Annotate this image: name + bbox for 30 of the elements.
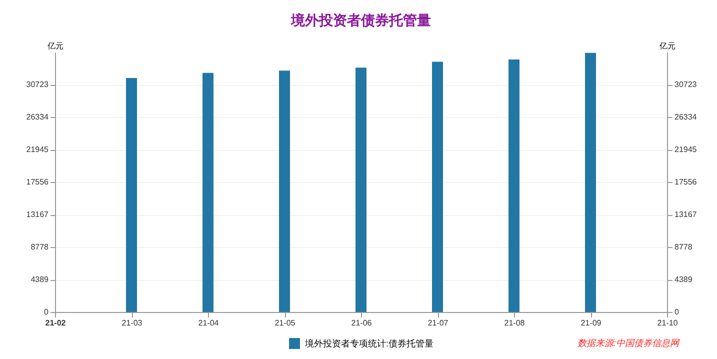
x-tick-label: 21-02 (45, 318, 66, 328)
legend-label: 境外投资者专项统计:债券托管量 (304, 338, 434, 348)
y2-tick-label: 4389 (674, 275, 693, 284)
y-tick-label: 26334 (26, 112, 50, 122)
x-tick-label: 21-04 (198, 318, 220, 328)
y-tick-label: 21945 (26, 145, 50, 154)
y-tick-label: 17556 (26, 178, 50, 186)
x-tick-label: 21-08 (504, 318, 526, 328)
y2-axis-title: 亿元 (658, 42, 676, 50)
x-tick-label: 21-06 (351, 318, 372, 328)
source-note: 数据来源:中国债券信息网 (577, 337, 679, 350)
x-tick-label: 21-03 (122, 318, 143, 328)
y-tick-label: 0 (44, 308, 50, 316)
y2-tick-label: 26334 (674, 112, 698, 122)
y-tick-label: 13167 (26, 210, 50, 219)
x-tick-label: 21-10 (657, 318, 678, 328)
y2-tick-label: 8778 (674, 242, 693, 252)
y2-tick-label: 17556 (674, 178, 698, 186)
y-tick-label: 30723 (26, 80, 50, 89)
y-axis-title: 亿元 (46, 42, 64, 50)
x-tick-label: 21-09 (580, 318, 602, 328)
y2-tick-label: 0 (674, 308, 680, 316)
y-tick-label: 4389 (30, 275, 50, 284)
x-tick-label: 21-07 (428, 318, 449, 328)
x-tick-label: 21-05 (274, 318, 296, 328)
y2-tick-label: 13167 (674, 210, 698, 219)
y-tick-label: 8778 (30, 242, 50, 252)
chart-title: 境外投资者债券托管量 (290, 12, 431, 28)
y2-tick-label: 30723 (674, 80, 698, 89)
y2-tick-label: 21945 (674, 145, 698, 154)
